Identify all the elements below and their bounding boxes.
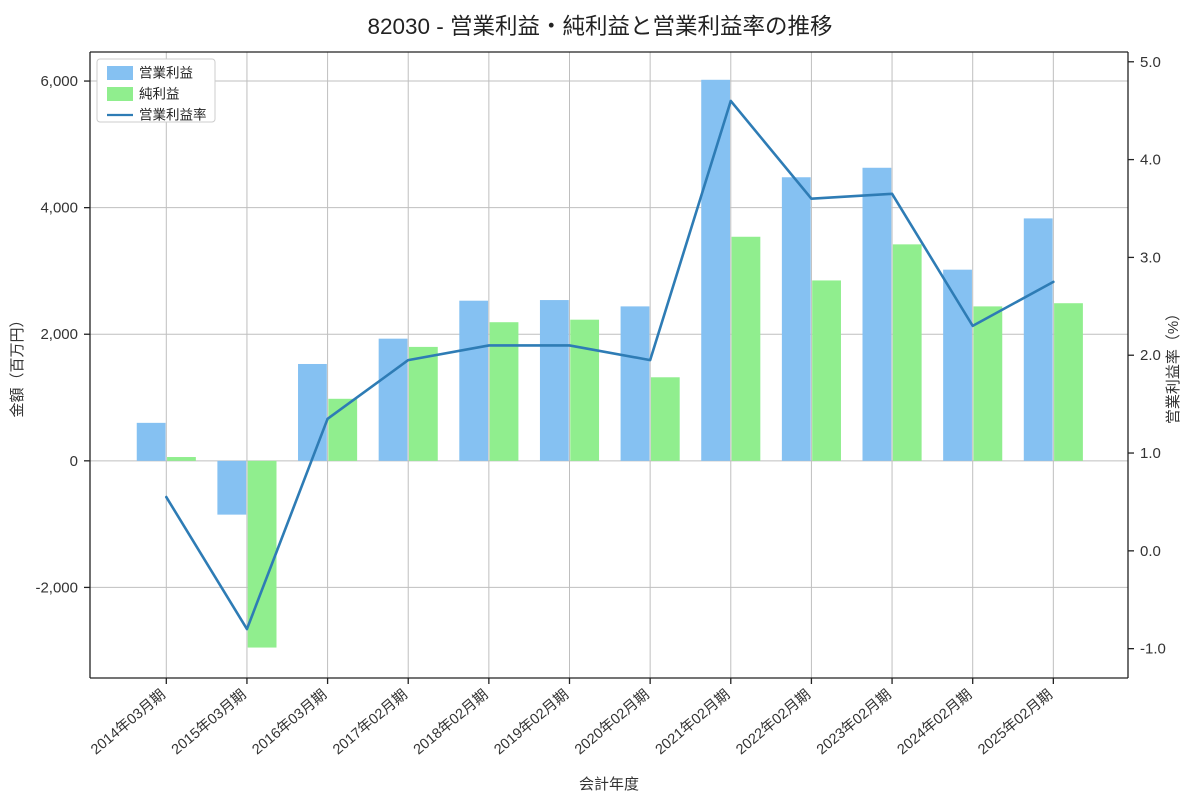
svg-text:2024年02月期: 2024年02月期 [894,686,975,758]
svg-text:-2,000: -2,000 [35,579,78,596]
svg-text:2020年02月期: 2020年02月期 [571,686,652,758]
svg-text:1.0: 1.0 [1140,445,1161,462]
svg-text:2021年02月期: 2021年02月期 [652,686,733,758]
svg-text:0.0: 0.0 [1140,543,1161,560]
svg-text:4,000: 4,000 [40,200,78,217]
svg-text:会計年度: 会計年度 [579,776,639,793]
svg-text:2019年02月期: 2019年02月期 [491,686,572,758]
svg-text:純利益: 純利益 [139,87,180,102]
svg-text:-1.0: -1.0 [1140,641,1166,658]
svg-text:営業利益: 営業利益 [139,66,193,81]
svg-text:営業利益率: 営業利益率 [139,107,207,123]
svg-text:6,000: 6,000 [40,73,78,90]
svg-text:2014年03月期: 2014年03月期 [88,686,169,758]
svg-text:2017年02月期: 2017年02月期 [329,686,410,758]
svg-text:営業利益率（%）: 営業利益率（%） [1165,306,1182,424]
svg-text:金額（百万円）: 金額（百万円） [9,312,26,417]
svg-text:2.0: 2.0 [1140,347,1161,364]
svg-text:2022年02月期: 2022年02月期 [733,686,814,758]
svg-text:3.0: 3.0 [1140,249,1161,266]
svg-text:4.0: 4.0 [1140,152,1161,169]
svg-text:5.0: 5.0 [1140,54,1161,71]
svg-text:2016年03月期: 2016年03月期 [249,686,330,758]
svg-text:2023年02月期: 2023年02月期 [813,686,894,758]
svg-text:0: 0 [70,453,78,470]
svg-text:2025年02月期: 2025年02月期 [975,686,1056,758]
svg-text:2015年03月期: 2015年03月期 [168,686,249,758]
svg-text:2,000: 2,000 [40,326,78,343]
svg-text:2018年02月期: 2018年02月期 [410,686,491,758]
